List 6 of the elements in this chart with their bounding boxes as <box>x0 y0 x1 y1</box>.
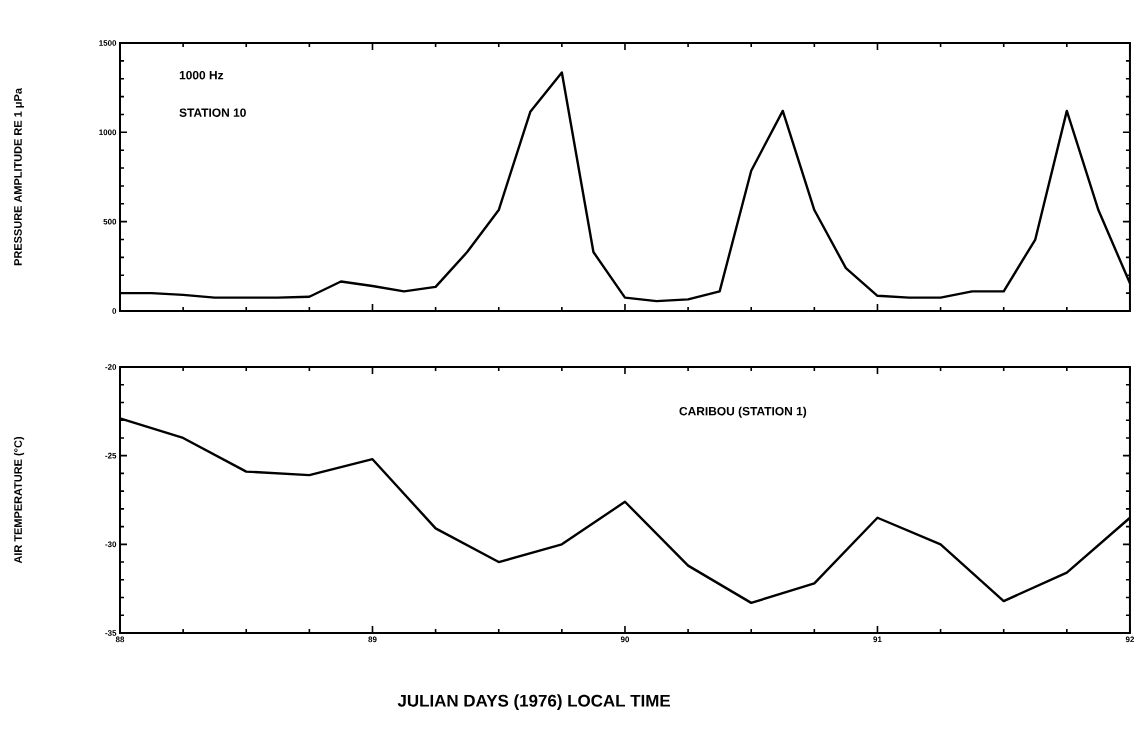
y-axis-title: PRESSURE AMPLITUDE RE 1 μPa <box>14 88 24 266</box>
annotation: CARIBOU (STATION 1) <box>679 406 807 418</box>
x-axis-title: JULIAN DAYS (1976) LOCAL TIME <box>397 694 671 711</box>
annotation: STATION 10 <box>179 108 246 117</box>
y-axis-title: AIR TEMPERATURE (°C) <box>13 436 25 564</box>
annotation: 1000 Hz <box>179 70 224 80</box>
